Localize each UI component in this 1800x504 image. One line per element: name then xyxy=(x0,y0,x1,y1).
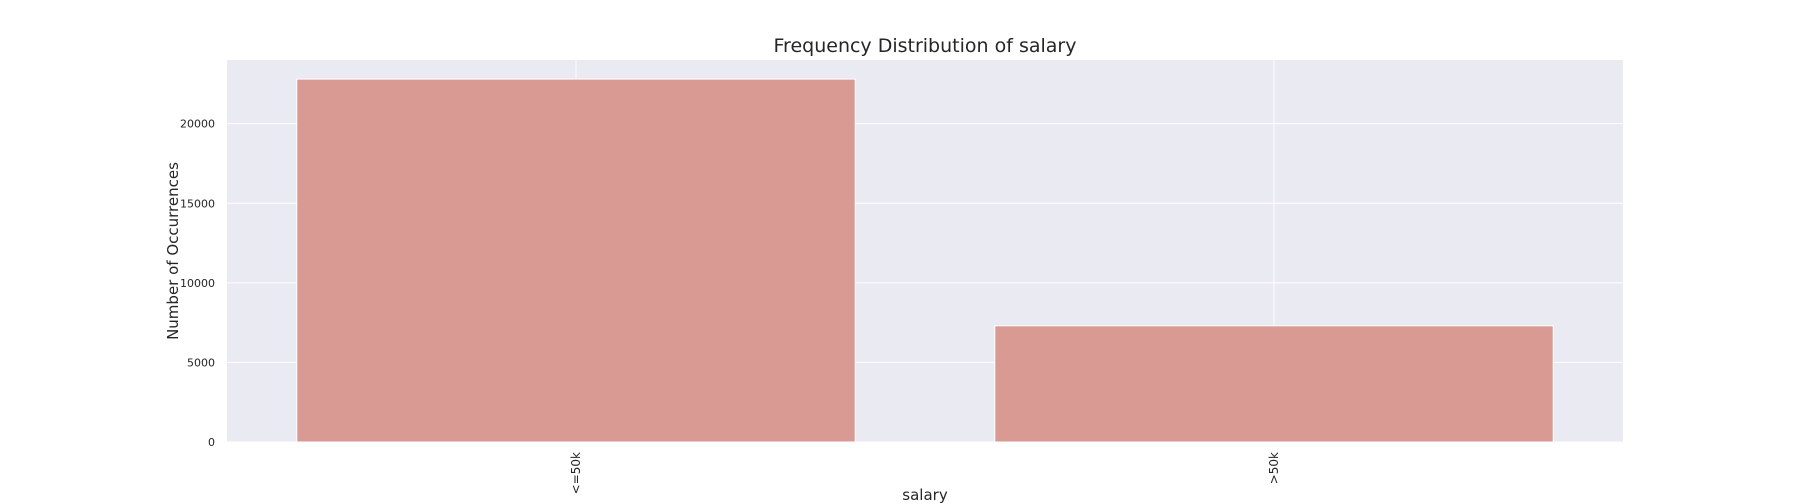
y-tick-labels: 0 5000 10000 15000 20000 xyxy=(180,118,215,449)
y-tick-label: 20000 xyxy=(180,118,215,131)
bars-layer xyxy=(296,78,1554,443)
x-tick-label: <=50k xyxy=(569,452,583,494)
x-tick-labels: <=50k >50k xyxy=(569,452,1281,494)
y-tick-label: 15000 xyxy=(180,197,215,210)
bar-0 xyxy=(296,78,856,443)
x-tick-label: >50k xyxy=(1267,452,1281,484)
chart-title: Frequency Distribution of salary xyxy=(774,35,1077,57)
y-tick-label: 5000 xyxy=(187,356,215,369)
x-axis-label: salary xyxy=(902,486,948,504)
y-axis-label: Number of Occurrences xyxy=(164,162,182,340)
y-tick-label: 10000 xyxy=(180,277,215,290)
bar-1 xyxy=(994,325,1554,443)
y-tick-label: 0 xyxy=(208,436,215,449)
